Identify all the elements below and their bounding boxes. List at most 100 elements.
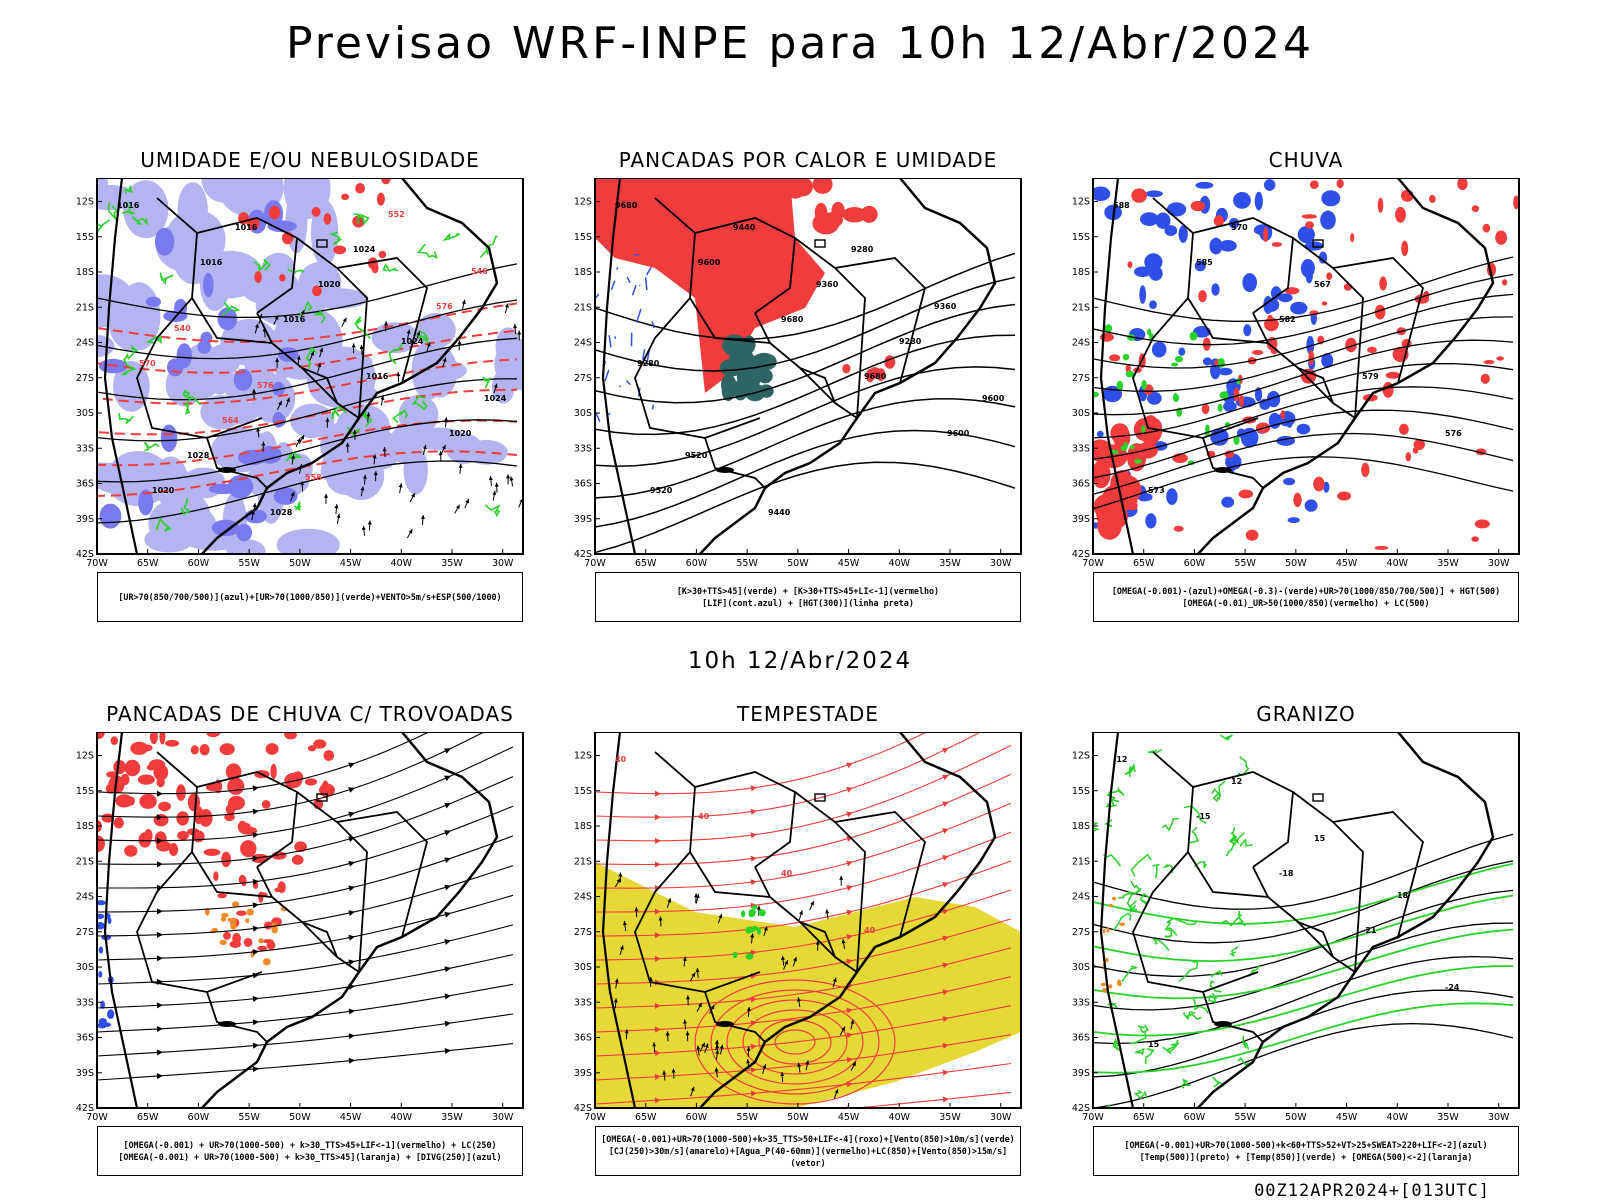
lat-tick-label: 30S — [574, 408, 592, 419]
thunder-red-area — [157, 778, 165, 788]
page-title: Previsao WRF-INPE para 10h 12/Abr/2024 — [0, 18, 1600, 69]
omega-blue-area — [1167, 202, 1186, 216]
contour-label: 18 — [1397, 891, 1409, 900]
lon-tick-label: 50W — [787, 1112, 809, 1123]
omega-red-area — [1386, 372, 1401, 379]
lon-tick-label: 30W — [990, 558, 1012, 569]
contour-label: 9680 — [615, 201, 638, 210]
contour-label: 9600 — [982, 394, 1005, 403]
lon-tick-label: 45W — [340, 558, 362, 569]
omega-red-area — [1293, 493, 1301, 508]
contour-label: 9600 — [947, 429, 970, 438]
contour-label: 552 — [388, 210, 405, 219]
humidity-core — [278, 347, 298, 362]
humidity-core — [245, 509, 267, 523]
lon-tick-label: 35W — [441, 558, 463, 569]
omega-red-area — [1109, 354, 1120, 361]
contour-label: 1020 — [152, 486, 175, 495]
omega-red-area — [1502, 279, 1507, 285]
thunder-red-area — [199, 809, 213, 827]
lon-tick-label: 45W — [838, 1112, 860, 1123]
lat-tick-label: 27S — [574, 927, 592, 938]
omega-red-area — [1239, 490, 1254, 499]
lat-tick-label: 39S — [1072, 1068, 1090, 1079]
divergence-blue-area — [98, 971, 102, 978]
contour-label: 576 — [436, 302, 453, 311]
lat-tick-label: 12S — [1072, 197, 1090, 208]
forecast-time-label: 10h 12/Abr/2024 — [0, 648, 1600, 674]
legend-line: [OMEGA(-0.001) + UR>70(1000-500) + k>30_… — [98, 1151, 522, 1163]
lon-tick-label: 55W — [736, 1112, 758, 1123]
omega-blue-area — [1097, 431, 1104, 438]
omega-red-area — [1361, 463, 1369, 477]
thunder-orange-area — [221, 913, 229, 918]
contour-label: 1024 — [401, 337, 424, 346]
lat-tick-label: 15S — [574, 232, 592, 243]
lat-tick-label: 27S — [76, 373, 94, 384]
humidity-core — [167, 358, 183, 376]
omega-red-area — [1100, 333, 1114, 342]
thunder-red-area — [238, 822, 251, 831]
thunder-red-area — [244, 938, 253, 947]
omega-blue-area — [1203, 357, 1212, 365]
lat-tick-label: 36S — [574, 479, 592, 490]
lat-tick-label: 27S — [1072, 927, 1090, 938]
thunder-red-area — [149, 759, 165, 770]
humidity-red — [355, 183, 365, 194]
thunder-red-area — [305, 778, 317, 785]
contour-label: 9440 — [768, 508, 791, 517]
contour-label: 585 — [1196, 258, 1213, 267]
omega-blue-area — [1288, 517, 1300, 523]
omega-red-area — [1191, 201, 1205, 211]
lat-tick-label: 39S — [76, 514, 94, 525]
lon-tick-label: 35W — [1437, 1112, 1459, 1123]
omega-red-area — [1337, 491, 1351, 500]
omega-red-area — [1406, 452, 1412, 461]
contour-label: 579 — [1362, 372, 1379, 381]
contour-label: 40 — [781, 869, 793, 878]
omega-red-area — [1337, 179, 1344, 188]
lon-tick-label: 50W — [787, 558, 809, 569]
humidity-area — [320, 420, 378, 470]
lagoon — [218, 1021, 236, 1027]
lon-tick-label: 45W — [1336, 558, 1358, 569]
omega-blue-area — [1152, 342, 1167, 358]
lon-tick-label: 70W — [86, 1112, 108, 1123]
divergence-blue-area — [99, 1018, 107, 1026]
contour-label: 12 — [1231, 777, 1242, 786]
omega-blue-area — [1134, 267, 1151, 278]
humidity-red — [254, 271, 261, 283]
contour-label: 9360 — [934, 302, 957, 311]
lat-tick-label: 15S — [1072, 786, 1090, 797]
lat-tick-label: 15S — [76, 786, 94, 797]
lat-tick-label: 18S — [76, 267, 94, 278]
humidity-area — [67, 274, 135, 327]
omega-red-area — [1395, 207, 1406, 223]
omega-orange-area — [1112, 897, 1116, 901]
humidity-red — [279, 274, 285, 282]
lon-tick-label: 50W — [1285, 1112, 1307, 1123]
lon-tick-label: 55W — [1234, 1112, 1256, 1123]
humidity-core — [146, 297, 161, 307]
thunder-orange-area — [228, 918, 232, 922]
convection-green-area — [757, 369, 772, 384]
lat-tick-label: 27S — [574, 373, 592, 384]
lat-tick-label: 18S — [574, 821, 592, 832]
lon-tick-label: 70W — [584, 1112, 606, 1123]
thunder-red-area — [313, 739, 326, 748]
omega-red-area — [1495, 231, 1507, 245]
lon-tick-label: 65W — [137, 558, 159, 569]
lat-tick-label: 24S — [1072, 338, 1090, 349]
omega-blue-area — [1140, 212, 1159, 226]
lat-tick-label: 24S — [76, 892, 94, 903]
lat-tick-label: 27S — [76, 927, 94, 938]
legend-umidade: [UR>70(850/700/500)](azul)+[UR>70(1000/8… — [97, 572, 523, 622]
legend-line: [K>30+TTS>45](verde) + [K>30+TTS>45+LI<-… — [596, 585, 1020, 597]
omega-orange-area — [1105, 958, 1108, 962]
thunder-red-area — [221, 852, 231, 868]
humidity-red — [333, 246, 346, 255]
omega-red-area — [1131, 188, 1147, 202]
humidity-red — [312, 207, 321, 217]
lat-tick-label: 30S — [574, 962, 592, 973]
contour-label: 40 — [864, 926, 876, 935]
